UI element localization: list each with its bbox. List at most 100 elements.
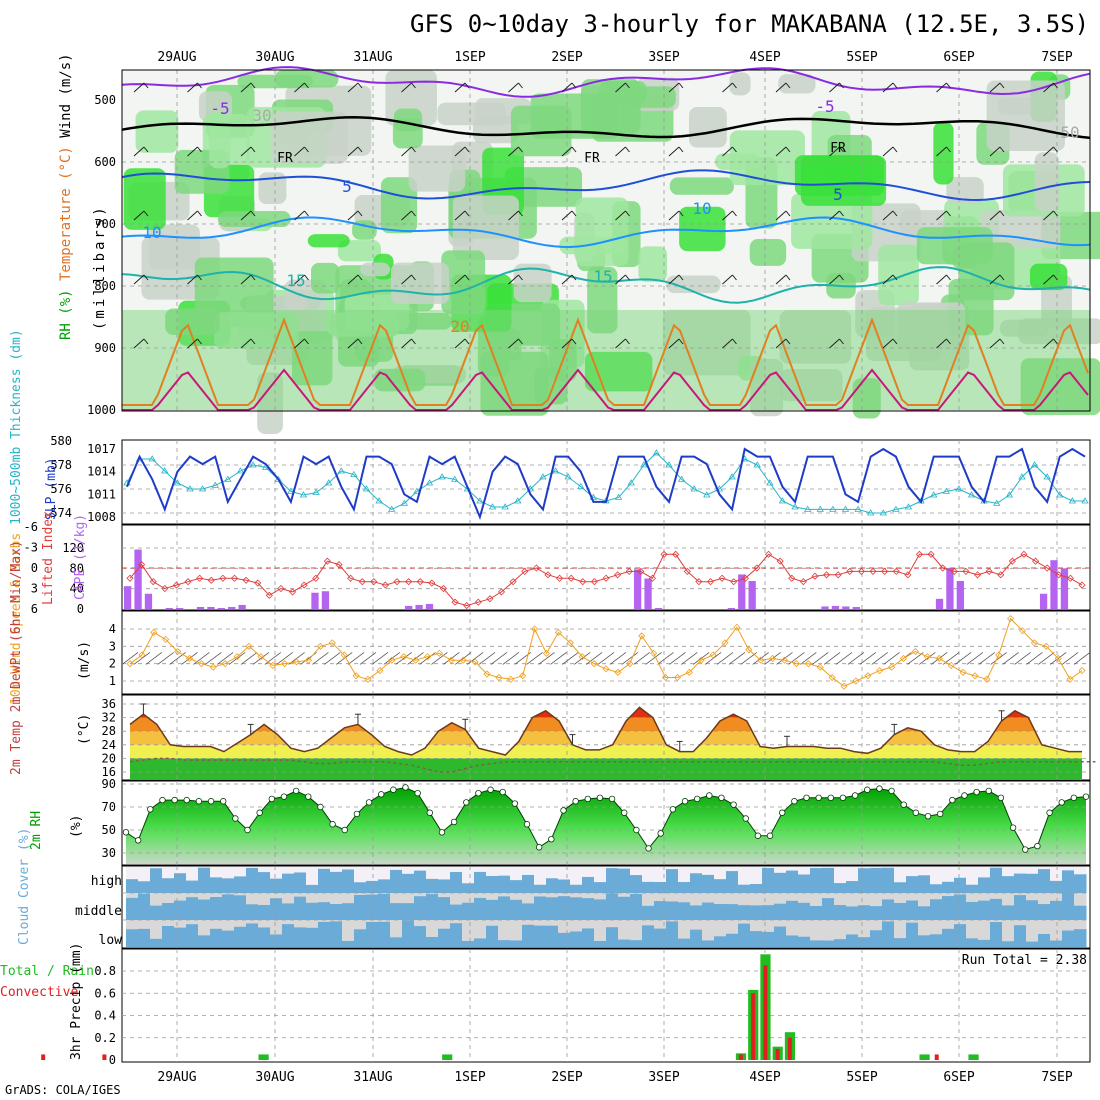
cloud-fill: [390, 903, 403, 920]
date-label-top: 29AUG: [157, 50, 196, 65]
wind-barb: [633, 652, 650, 665]
contour-label: -5: [815, 97, 834, 116]
cloud-fill: [966, 938, 979, 947]
thickness-marker: [640, 461, 648, 468]
cloud-fill: [942, 896, 955, 920]
upper-wind-barb: [936, 146, 947, 157]
wind-barb: [371, 652, 389, 665]
cloud-fill: [186, 924, 199, 947]
cape-bar: [176, 607, 184, 609]
cloud-fill: [306, 902, 319, 920]
upper-wind-barb-flag: [892, 338, 898, 345]
cloud-fill: [270, 898, 283, 920]
cloud-fill: [426, 878, 439, 893]
thickness-marker: [627, 479, 635, 486]
tick-label: 80: [70, 561, 84, 575]
wind-barb: [669, 652, 686, 665]
slp-ylabel: SLP (mb): [44, 457, 59, 520]
wind-marker: [626, 660, 634, 668]
cloud-fill: [150, 905, 163, 920]
wind-barb: [1038, 652, 1055, 665]
cloud-fill: [846, 881, 859, 893]
tick-label: 0: [77, 602, 84, 616]
wind-marker: [983, 675, 991, 683]
rh-marker: [803, 794, 810, 801]
precip-ylabel: 3hr Precip (mm): [69, 943, 84, 1060]
rh-blotch: [1029, 263, 1068, 291]
cloud-fill: [894, 938, 907, 947]
cloud-fill: [594, 940, 607, 947]
cloud-fill: [294, 927, 307, 947]
wind-barb: [788, 652, 805, 665]
cloud-fill: [630, 894, 643, 920]
wind-marker: [304, 656, 313, 664]
cloud-fill: [1014, 925, 1027, 947]
thickness-marker: [993, 499, 1001, 506]
cape-bar: [217, 607, 225, 609]
wind-marker: [471, 658, 479, 666]
wind-marker: [316, 642, 324, 650]
date-label-bottom: 4SEP: [749, 1070, 780, 1085]
cloud-fill: [570, 884, 583, 893]
cloud-fill: [318, 868, 331, 893]
cloud-fill: [1062, 870, 1075, 893]
lifted-marker: [1031, 557, 1040, 565]
rh-marker: [888, 787, 895, 795]
wind-marker: [959, 668, 967, 676]
cloud-fill: [246, 904, 259, 920]
upper-wind-barb: [989, 82, 1001, 93]
rh-marker: [621, 809, 628, 816]
cloud-fill: [798, 902, 811, 920]
rh-marker: [365, 799, 373, 806]
upper-wind-barb: [401, 82, 412, 93]
rh-blotch: [878, 244, 919, 306]
rh-blotch: [452, 195, 519, 261]
wind-marker: [1042, 642, 1050, 650]
rh-blotch: [441, 250, 486, 315]
upper-wind-barb-flag: [999, 146, 1005, 153]
cloud-fill: [846, 934, 859, 947]
upper-wind-barb: [668, 82, 680, 93]
wind-marker: [804, 660, 812, 668]
thickness-marker: [287, 487, 295, 494]
thickness-marker: [816, 505, 824, 512]
rh-frame: [121, 780, 1091, 866]
rh-ylabel: 2m RH: [29, 811, 44, 850]
rh-blotch: [217, 211, 291, 228]
cape-bar: [207, 606, 215, 609]
cloud-fill: [774, 872, 787, 893]
thickness-marker: [476, 497, 484, 504]
cloud-fill: [270, 878, 283, 893]
thickness-marker: [413, 487, 421, 494]
wind-barb: [907, 652, 924, 665]
cloud-fill: [726, 871, 739, 893]
cloud-fill: [834, 939, 847, 947]
wind-barb: [383, 652, 401, 665]
rh-panel: 90 70 50 30 2m RH (%): [29, 777, 1091, 866]
cloud-fill: [366, 921, 379, 947]
lifted-marker: [405, 578, 413, 586]
wind-marker: [1066, 675, 1074, 683]
cloud-fill: [810, 905, 823, 920]
upper-wind-barb-flag: [1053, 210, 1058, 217]
thickness-marker: [930, 491, 938, 498]
upper-wind-barb-flag: [411, 274, 416, 281]
lifted-marker: [881, 567, 889, 575]
wind-marker: [197, 660, 205, 668]
wind-marker: [614, 668, 622, 676]
temp-band: [130, 731, 1082, 745]
wind-marker: [578, 653, 586, 661]
cloud-fill: [930, 934, 943, 947]
lifted-marker: [776, 557, 784, 565]
cloud-fill: [942, 928, 955, 947]
upper-wind-barb-flag: [304, 274, 309, 281]
thickness-marker: [1043, 473, 1051, 480]
cloud-fill: [450, 923, 463, 947]
thickness-marker: [501, 503, 509, 510]
upper-wind-barb-flag: [357, 274, 363, 281]
wind-barb: [859, 652, 877, 665]
cloud-fill: [846, 906, 859, 920]
rh-marker: [949, 796, 956, 804]
upper-wind-barb: [1043, 210, 1054, 221]
cloud-fill: [234, 895, 247, 920]
